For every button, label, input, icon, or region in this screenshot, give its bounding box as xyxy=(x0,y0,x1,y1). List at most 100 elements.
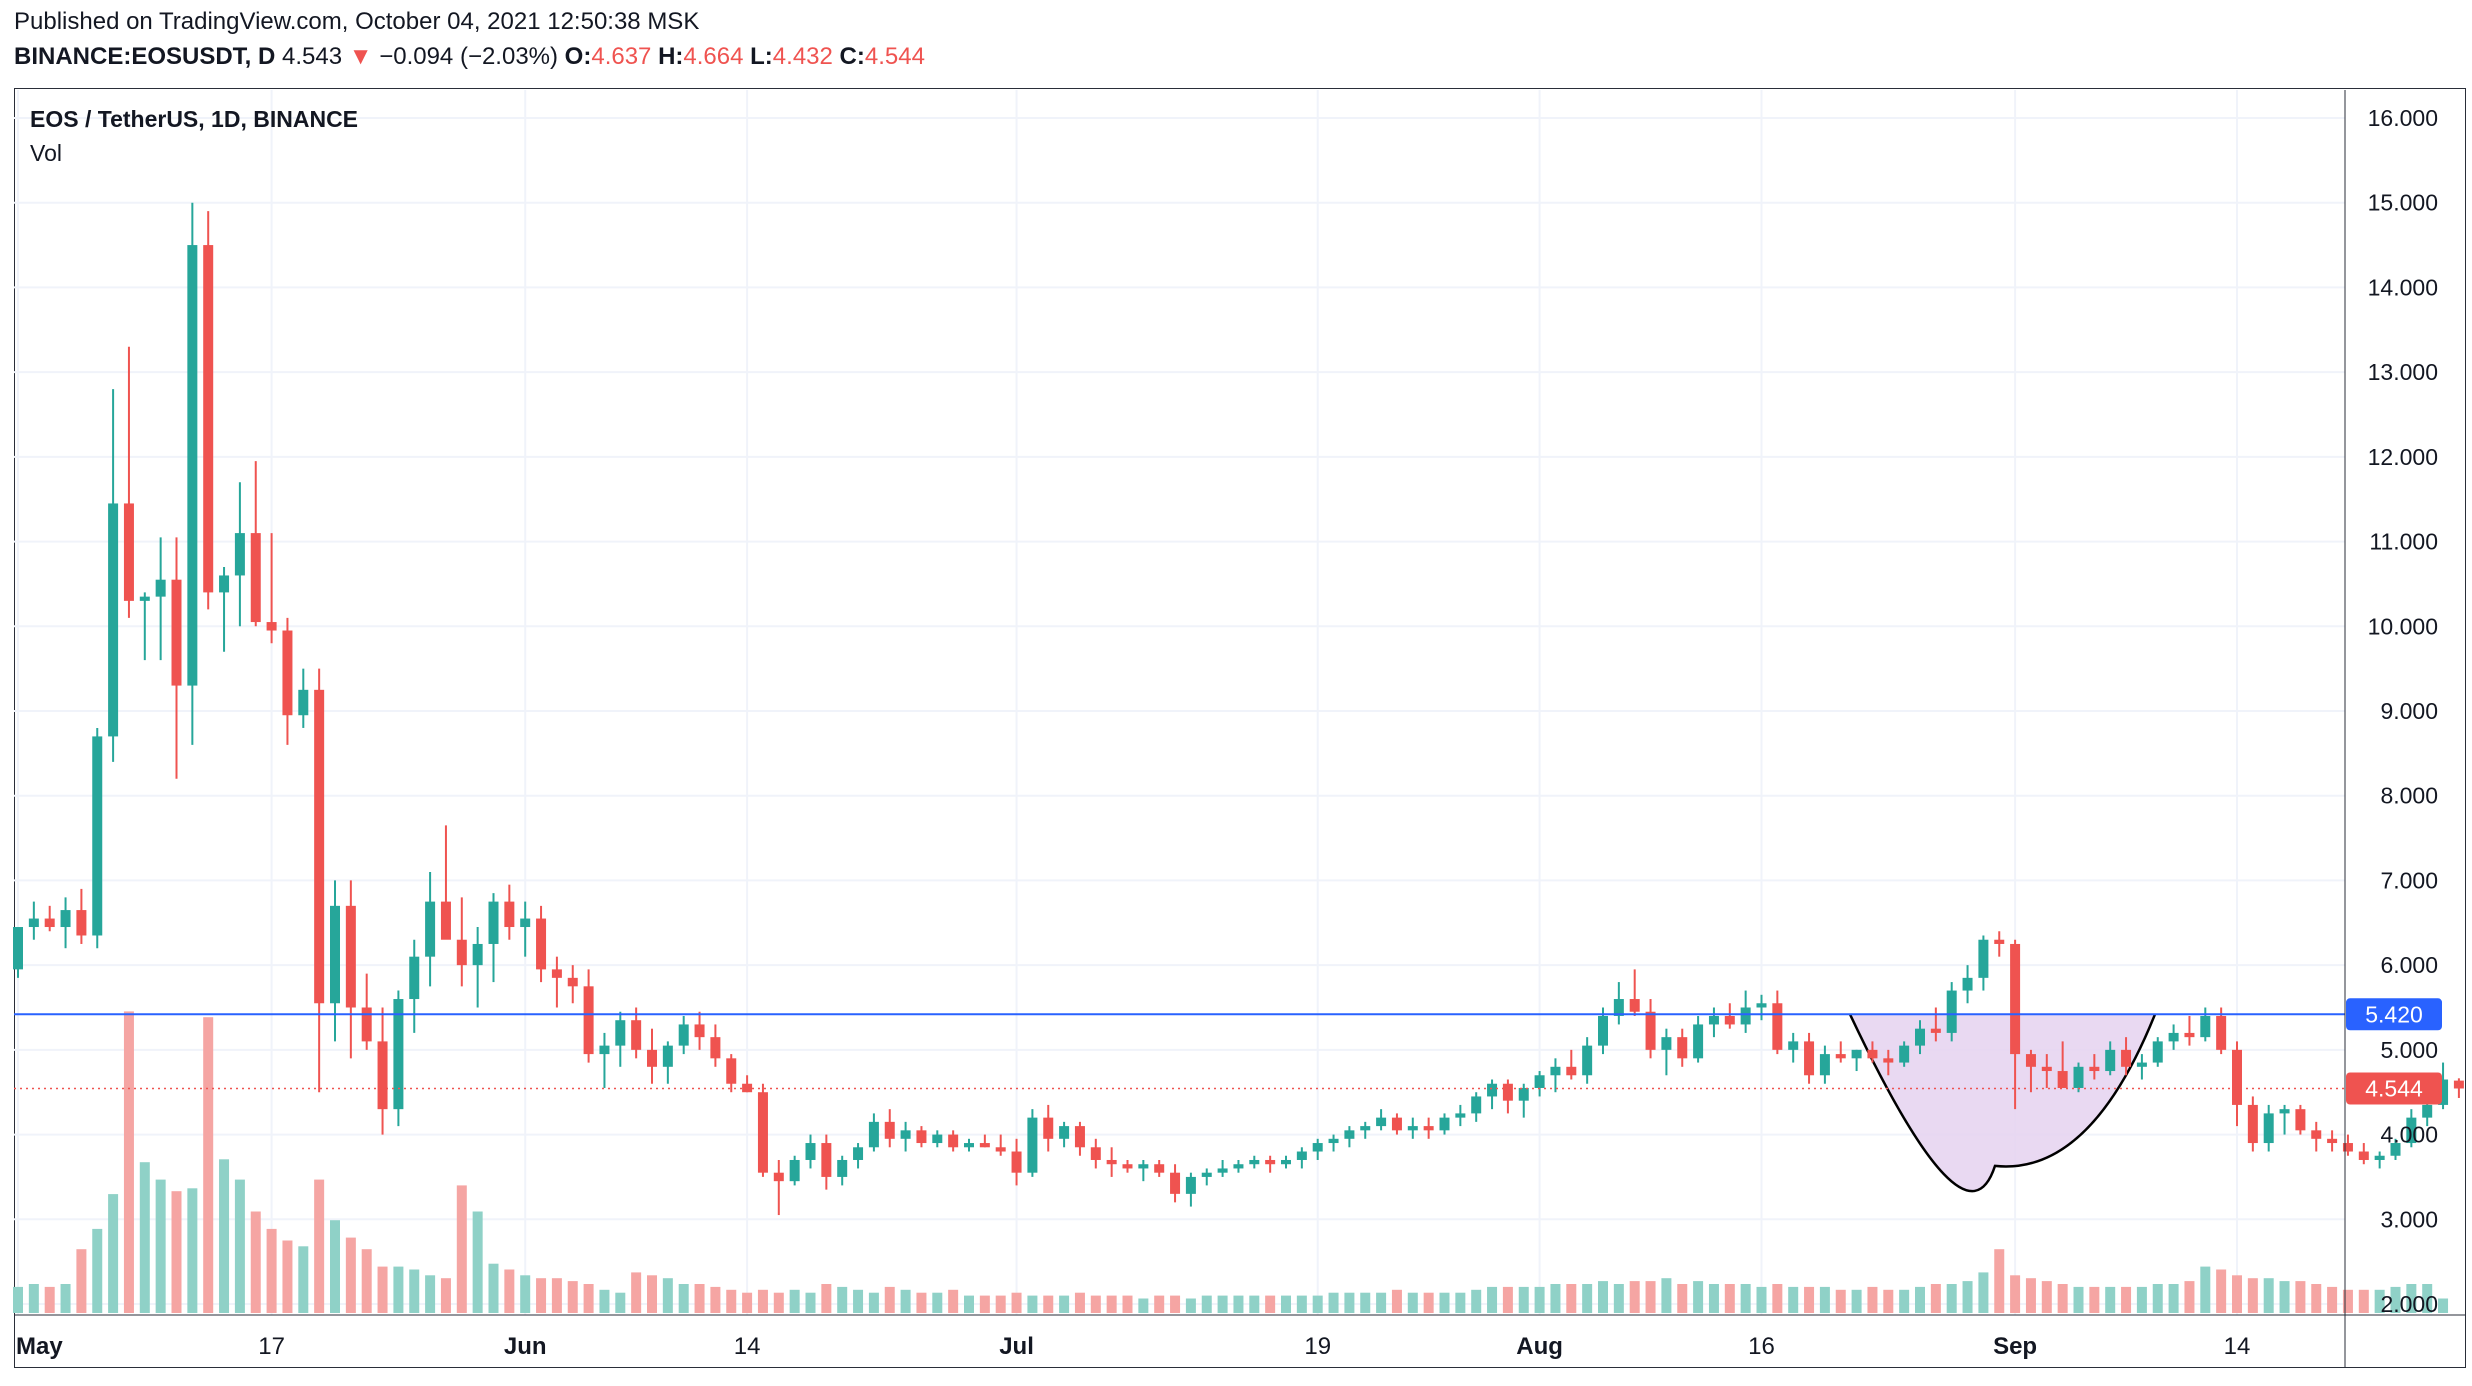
price-levels: 5.420 4.544 xyxy=(14,998,2442,1105)
y-tick-label: 2.000 xyxy=(2380,1291,2438,1317)
candle-body xyxy=(1708,1015,1719,1025)
candle-body xyxy=(13,927,23,970)
candle-body xyxy=(2374,1155,2385,1160)
volume-bar xyxy=(1106,1295,1117,1313)
candle-body xyxy=(1217,1168,1228,1173)
volume-bar xyxy=(1867,1286,1878,1313)
volume-bar xyxy=(1059,1295,1070,1313)
volume-bar xyxy=(821,1284,832,1313)
candle-body xyxy=(773,1172,784,1182)
volume-bar xyxy=(2010,1275,2021,1313)
volume-bar xyxy=(504,1269,515,1313)
volume-bar xyxy=(28,1284,39,1313)
candle-body xyxy=(662,1045,673,1067)
volume-bar xyxy=(2216,1269,2227,1313)
candle-body xyxy=(1265,1159,1276,1165)
candle-body xyxy=(599,1045,610,1055)
candle-body xyxy=(472,943,483,966)
candle-body xyxy=(393,999,404,1110)
volume-bar xyxy=(2184,1281,2195,1313)
volume-bar xyxy=(567,1281,578,1313)
volume-bar xyxy=(76,1249,87,1313)
volume-bar xyxy=(678,1284,689,1313)
volume-bar xyxy=(393,1266,404,1313)
candle-body xyxy=(1550,1066,1561,1076)
volume-bar xyxy=(1344,1292,1355,1313)
candle-body xyxy=(2295,1109,2306,1131)
candle-body xyxy=(1122,1164,1133,1169)
candle-body xyxy=(1962,977,1973,991)
volume-bar xyxy=(742,1292,753,1313)
volume-bar xyxy=(1296,1295,1307,1313)
time-axis: May17Jun14Jul19Aug16Sep14Oct18 xyxy=(14,1314,2466,1360)
symbol: BINANCE:EOSUSDT, D xyxy=(14,43,276,70)
volume-bar xyxy=(2073,1286,2084,1313)
candle-body xyxy=(2311,1130,2322,1139)
volume-bar xyxy=(1962,1281,1973,1313)
candle-body xyxy=(1059,1126,1070,1139)
candle-series xyxy=(13,202,2464,1216)
volume-bar xyxy=(1281,1295,1291,1313)
x-tick-label: Jul xyxy=(999,1333,1034,1360)
volume-bar xyxy=(456,1185,467,1313)
x-tick-label: 16 xyxy=(1748,1333,1775,1360)
low-value: 4.432 xyxy=(772,43,833,70)
cup-curve xyxy=(1848,1013,2157,1193)
volume-bar xyxy=(1407,1292,1418,1313)
candle-body xyxy=(1043,1117,1054,1139)
candle-body xyxy=(2121,1049,2132,1067)
volume-bar xyxy=(60,1284,71,1313)
candle-body xyxy=(2263,1113,2274,1144)
candle-body xyxy=(1407,1126,1418,1131)
candle-body xyxy=(2390,1143,2401,1156)
volume-bar xyxy=(1883,1289,1894,1313)
volume-bar xyxy=(694,1284,705,1313)
volume-bar xyxy=(520,1275,531,1313)
volume-bar xyxy=(726,1289,737,1313)
chart-frame xyxy=(14,88,2466,1368)
volume-bar xyxy=(266,1228,277,1313)
level-tag xyxy=(2346,998,2442,1031)
candle-body xyxy=(2422,1104,2433,1118)
volume-bar xyxy=(1661,1278,1672,1313)
volume-bar xyxy=(1217,1295,1228,1313)
candle-body xyxy=(1376,1117,1387,1127)
candle-body xyxy=(2216,1015,2227,1050)
x-tick-label: 14 xyxy=(2224,1333,2251,1360)
volume-bar xyxy=(1693,1281,1704,1313)
volume-bar xyxy=(472,1211,483,1313)
volume-bar xyxy=(1391,1289,1402,1313)
candle-body xyxy=(678,1024,689,1046)
y-tick-label: 10.000 xyxy=(2368,613,2438,639)
candle-body xyxy=(631,1020,642,1050)
volume-bar xyxy=(2374,1289,2385,1313)
x-tick-label: 17 xyxy=(258,1333,285,1360)
candle-body xyxy=(1170,1172,1181,1194)
candle-body xyxy=(234,533,245,576)
volume-bar xyxy=(377,1266,388,1313)
candle-body xyxy=(1661,1037,1672,1050)
x-tick-label: May xyxy=(16,1333,63,1360)
volume-bar xyxy=(250,1211,261,1313)
candle-body xyxy=(932,1134,943,1144)
volume-bar xyxy=(2390,1286,2401,1313)
price-axis: 16.000 15.000 14.000 13.000 12.000 11.000 10.0… xyxy=(2344,90,2438,1368)
candle-body xyxy=(1518,1087,1529,1101)
volume-bar xyxy=(2406,1284,2417,1313)
candle-body xyxy=(1185,1176,1196,1194)
candle-body xyxy=(1724,1015,1735,1025)
candle-body xyxy=(757,1092,768,1173)
volume-bar xyxy=(282,1240,293,1313)
volume-bar xyxy=(1027,1295,1038,1313)
candle-body xyxy=(1281,1159,1291,1165)
volume-bar xyxy=(1645,1281,1656,1313)
volume-bar xyxy=(1201,1295,1212,1313)
candle-body xyxy=(2057,1071,2068,1088)
candle-body xyxy=(425,901,436,957)
volume-bar xyxy=(1502,1286,1513,1313)
published-line: Published on TradingView.com, October 04… xyxy=(14,8,700,35)
candle-body xyxy=(1598,1015,1608,1046)
volume-bar xyxy=(1819,1286,1830,1313)
y-tick-label: 16.000 xyxy=(2368,105,2438,131)
